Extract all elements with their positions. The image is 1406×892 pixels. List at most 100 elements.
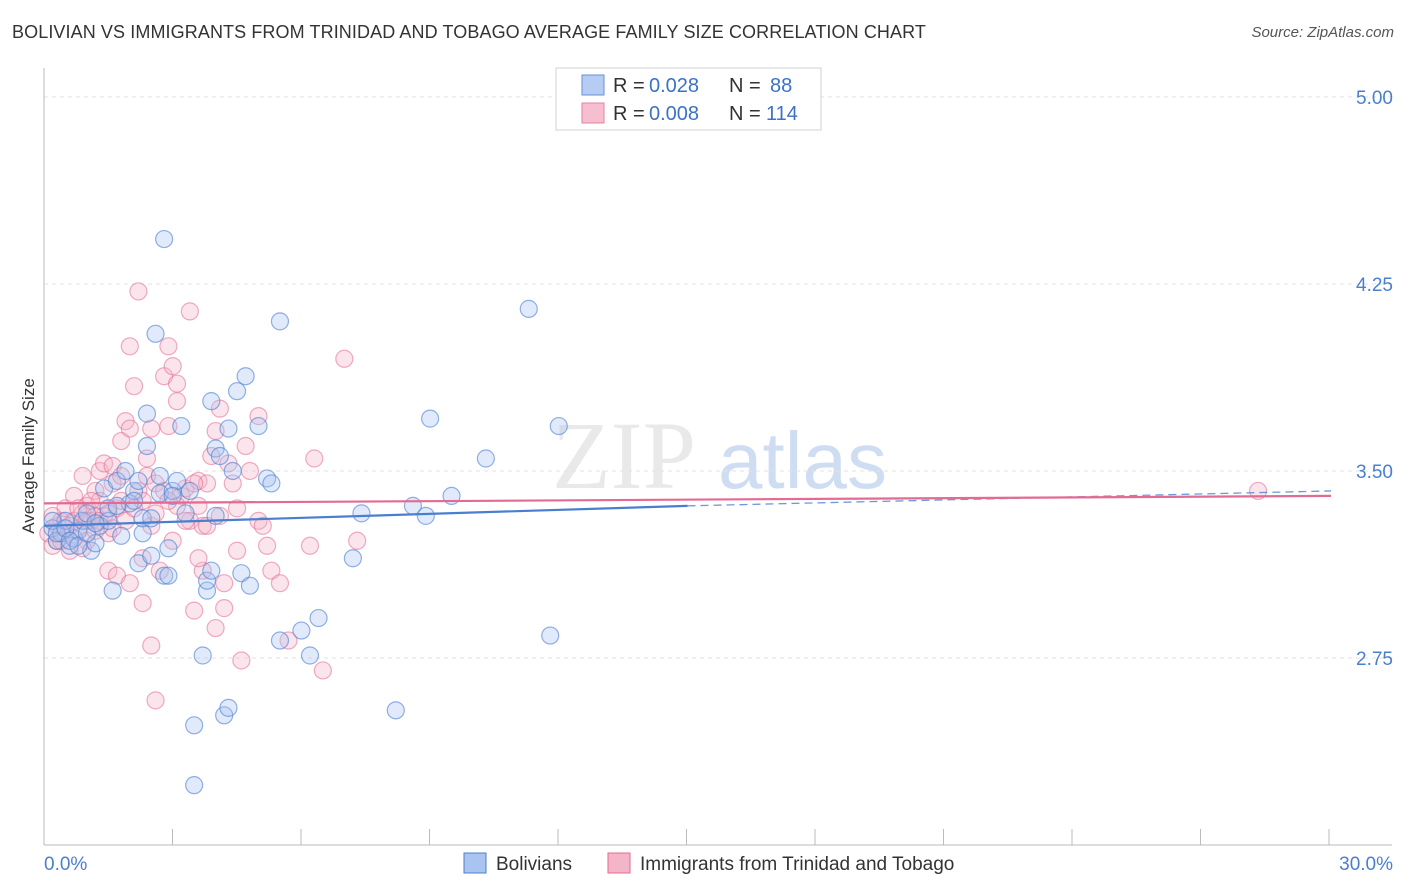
blue-point <box>300 646 320 665</box>
blue-point <box>343 549 362 568</box>
pink-point <box>133 594 152 613</box>
x-tick-label-end: 30.0% <box>1339 854 1393 875</box>
blue-point <box>60 531 79 550</box>
legend: R = 0.028 N = 88 R = 0.008 N = 114 <box>555 67 822 131</box>
pink-point <box>73 466 92 486</box>
y-tick-label: 5.00 <box>1356 88 1393 109</box>
blue-point <box>133 524 152 543</box>
blue-point <box>476 449 495 468</box>
axes <box>43 68 1392 846</box>
pink-point <box>215 599 234 618</box>
pink-point <box>167 374 187 393</box>
blue-point <box>142 546 161 565</box>
y-tick-label: 4.25 <box>1356 275 1393 296</box>
blue-point <box>137 436 157 456</box>
blue-point <box>137 404 157 423</box>
blue-point <box>541 626 560 645</box>
blue-point <box>549 416 568 436</box>
blue-point <box>210 446 229 466</box>
bottom-legend-swatch-blue <box>463 852 487 874</box>
bottom-legend-swatch-pink <box>607 852 631 874</box>
pink-point <box>227 499 247 518</box>
blue-point <box>112 526 131 545</box>
blue-point <box>185 776 204 795</box>
pink-point <box>197 474 217 493</box>
pink-point <box>253 516 272 535</box>
pink-point <box>99 561 118 580</box>
blue-point <box>416 506 435 525</box>
blue-point <box>103 581 122 600</box>
blue-point <box>309 608 328 628</box>
pink-trend-line <box>43 494 1332 505</box>
blue-point <box>167 471 187 491</box>
blue-series <box>43 229 568 795</box>
source-label: Source: ZipAtlas.com <box>1251 24 1394 41</box>
blue-point <box>206 506 225 525</box>
pink-point <box>120 419 139 438</box>
blue-point <box>129 471 148 491</box>
blue-point <box>262 474 281 493</box>
blue-trend-line <box>43 504 688 527</box>
legend-swatch-pink <box>581 102 605 124</box>
watermark-zip: ZIP <box>552 402 696 509</box>
blue-point <box>150 466 169 486</box>
legend-swatch-blue <box>581 74 605 96</box>
blue-point <box>227 382 247 401</box>
blue-point <box>223 461 242 481</box>
bottom-legend-label-blue: Bolivians <box>496 854 572 875</box>
blue-point <box>219 698 238 717</box>
blue-point <box>292 621 311 640</box>
legend-n-label-2: N = <box>729 103 761 125</box>
pink-point <box>129 481 148 501</box>
blue-point <box>107 496 127 515</box>
blue-point <box>202 392 221 411</box>
pink-point <box>189 549 208 568</box>
ticks: 2.75 3.50 4.25 5.00 0.0% 30.0% <box>44 88 1393 875</box>
pink-point <box>142 419 161 438</box>
pink-point <box>240 461 260 481</box>
blue-point <box>270 312 290 331</box>
bottom-legend: Bolivians Immigrants from Trinidad and T… <box>463 852 954 875</box>
pink-point <box>112 431 131 451</box>
pink-point <box>236 436 255 456</box>
pink-point <box>180 302 199 321</box>
pink-point <box>348 531 367 550</box>
blue-point <box>236 367 255 386</box>
pink-point <box>305 449 324 468</box>
legend-n-label-1: N = <box>729 75 761 97</box>
blue-point <box>163 486 182 506</box>
blue-point <box>146 324 165 343</box>
watermark-atlas: atlas <box>718 416 887 505</box>
pink-point <box>167 392 187 411</box>
blue-point <box>176 504 195 523</box>
blue-point <box>519 299 538 318</box>
pink-point <box>124 377 144 396</box>
pink-point <box>142 636 161 655</box>
pink-point <box>227 541 247 560</box>
blue-point <box>159 539 178 558</box>
legend-r-label-1: R = <box>613 75 645 97</box>
blue-point <box>270 631 290 650</box>
blue-point <box>193 646 212 665</box>
blue-point <box>124 481 144 501</box>
blue-point <box>69 536 88 555</box>
trend-lines <box>43 490 1332 527</box>
pink-point <box>215 574 234 593</box>
pink-point <box>232 651 251 670</box>
legend-r-value-1: 0.028 <box>649 75 699 97</box>
grid <box>44 96 1392 659</box>
legend-r-value-2: 0.008 <box>649 103 699 125</box>
blue-point <box>142 509 161 528</box>
blue-point <box>180 481 199 501</box>
pink-point <box>120 574 139 593</box>
legend-n-value-1: 88 <box>770 75 792 97</box>
y-tick-label: 2.75 <box>1356 649 1393 670</box>
y-tick-label: 3.50 <box>1356 462 1393 483</box>
pink-point <box>159 337 178 356</box>
blue-point <box>386 701 405 720</box>
blue-point <box>421 409 440 428</box>
pink-point <box>270 574 290 593</box>
blue-point <box>232 564 251 583</box>
blue-point <box>159 566 178 585</box>
pink-point <box>257 536 277 555</box>
